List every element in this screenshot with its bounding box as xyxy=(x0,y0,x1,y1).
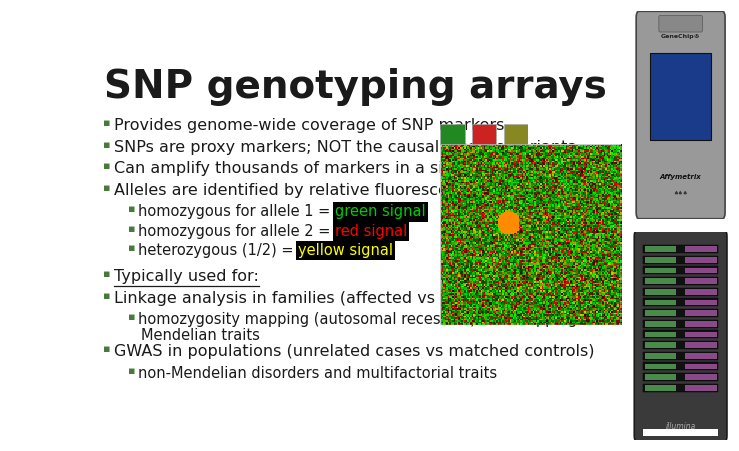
Bar xyxy=(643,352,718,360)
Bar xyxy=(657,15,704,30)
Bar xyxy=(644,364,676,369)
Text: ▪: ▪ xyxy=(103,291,110,301)
Text: ▪: ▪ xyxy=(128,313,135,322)
Text: SNP genotyping arrays: SNP genotyping arrays xyxy=(103,68,607,106)
Bar xyxy=(643,363,718,370)
Text: homozygous for allele 2 =: homozygous for allele 2 = xyxy=(138,224,336,239)
Bar xyxy=(643,373,718,381)
Text: illumina: illumina xyxy=(666,422,695,431)
Bar xyxy=(685,331,717,337)
Bar xyxy=(440,144,621,325)
Text: yellow signal: yellow signal xyxy=(299,243,393,258)
Bar xyxy=(685,278,717,284)
Bar xyxy=(503,124,528,144)
Bar xyxy=(685,246,717,252)
Text: ▪: ▪ xyxy=(103,345,110,354)
Bar xyxy=(643,245,718,253)
Bar xyxy=(644,289,676,295)
Text: Linkage analysis in families (affected vs unaffected relatives): Linkage analysis in families (affected v… xyxy=(114,291,607,306)
Bar xyxy=(685,289,717,295)
Bar xyxy=(644,353,676,359)
Text: Mendelian traits: Mendelian traits xyxy=(141,328,260,343)
Bar xyxy=(685,267,717,273)
Text: ▪: ▪ xyxy=(128,204,135,215)
Bar xyxy=(440,124,465,144)
Text: non-Mendelian disorders and multifactorial traits: non-Mendelian disorders and multifactori… xyxy=(138,366,497,381)
Bar xyxy=(643,288,718,296)
Bar xyxy=(471,124,497,144)
Bar xyxy=(643,299,718,306)
Bar xyxy=(644,321,676,327)
Bar xyxy=(643,341,718,349)
Bar xyxy=(685,321,717,327)
Text: red signal: red signal xyxy=(336,224,407,239)
Text: Affymetrix: Affymetrix xyxy=(660,174,701,180)
Bar xyxy=(644,246,676,252)
Text: ▪: ▪ xyxy=(103,269,110,280)
Bar xyxy=(685,364,717,369)
Text: heterozygous (1/2) =: heterozygous (1/2) = xyxy=(138,243,299,258)
Bar xyxy=(643,256,718,264)
Bar xyxy=(643,384,718,392)
Text: GWAS in populations (unrelated cases vs matched controls): GWAS in populations (unrelated cases vs … xyxy=(114,345,595,359)
Text: GeneChip®: GeneChip® xyxy=(661,34,701,39)
Text: Alleles are identified by relative fluorescence: Alleles are identified by relative fluor… xyxy=(114,183,477,198)
Text: ▪: ▪ xyxy=(103,118,110,129)
Text: Can amplify thousands of markers in a single experiment: Can amplify thousands of markers in a si… xyxy=(114,161,576,176)
Text: ▪: ▪ xyxy=(103,183,110,193)
Text: Provides genome-wide coverage of SNP markers: Provides genome-wide coverage of SNP mar… xyxy=(114,118,505,133)
Text: green signal: green signal xyxy=(335,204,426,220)
Bar xyxy=(644,278,676,284)
Bar xyxy=(644,267,676,273)
Bar xyxy=(685,374,717,380)
Bar xyxy=(685,299,717,305)
Bar xyxy=(644,342,676,348)
FancyBboxPatch shape xyxy=(636,11,725,219)
Bar xyxy=(644,331,676,337)
Bar xyxy=(643,429,718,436)
Bar xyxy=(644,299,676,305)
Text: ▪: ▪ xyxy=(103,140,110,150)
Bar xyxy=(644,374,676,380)
Bar xyxy=(685,353,717,359)
Text: Typically used for:: Typically used for: xyxy=(114,269,259,285)
Bar xyxy=(643,320,718,328)
Bar xyxy=(685,310,717,316)
FancyBboxPatch shape xyxy=(634,230,727,442)
Bar xyxy=(643,331,718,338)
Text: ♠♠♠: ♠♠♠ xyxy=(673,191,688,196)
Text: homozygous for allele 1 =: homozygous for allele 1 = xyxy=(138,204,335,220)
Bar xyxy=(644,257,676,262)
Text: ▪: ▪ xyxy=(128,243,135,253)
Text: homozygosity mapping (autosomal recessive) and mapping of: homozygosity mapping (autosomal recessiv… xyxy=(138,313,596,327)
Bar xyxy=(650,53,711,140)
Text: SNPs are proxy markers; NOT the causal disease variants: SNPs are proxy markers; NOT the causal d… xyxy=(114,140,576,155)
Bar xyxy=(643,309,718,317)
Bar xyxy=(685,257,717,262)
Text: ▪: ▪ xyxy=(128,366,135,376)
Bar xyxy=(643,277,718,285)
Bar xyxy=(685,342,717,348)
Text: ▪: ▪ xyxy=(103,161,110,171)
FancyBboxPatch shape xyxy=(659,15,702,32)
Bar xyxy=(643,267,718,274)
Text: ▪: ▪ xyxy=(128,224,135,234)
Bar xyxy=(644,385,676,391)
Bar xyxy=(644,310,676,316)
Bar xyxy=(685,385,717,391)
